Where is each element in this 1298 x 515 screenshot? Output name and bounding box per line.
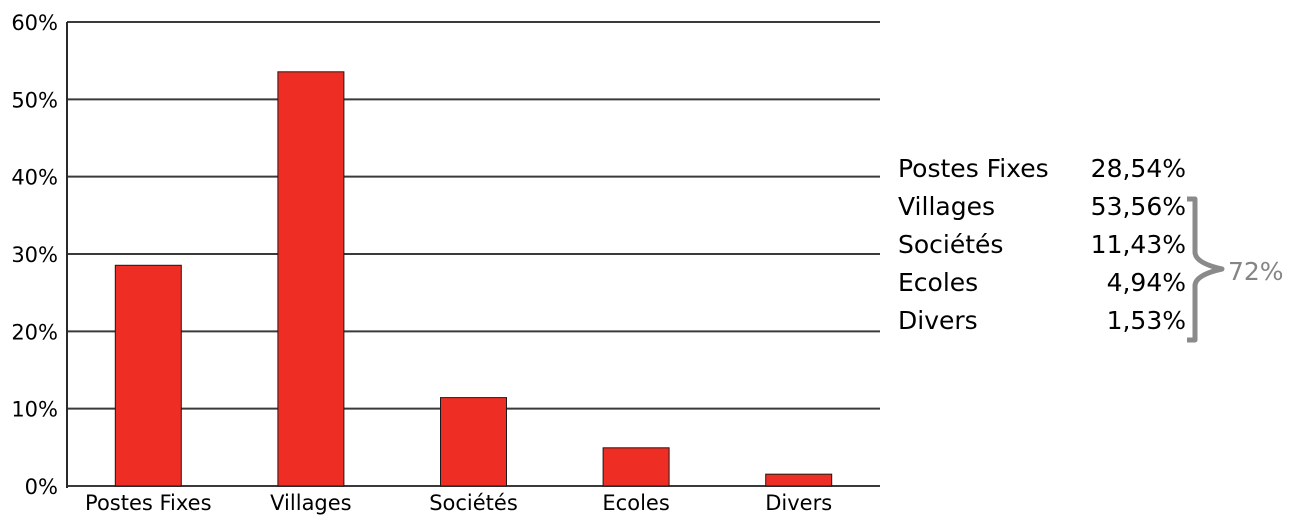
brace-shape bbox=[1187, 196, 1225, 343]
y-tick-labels: 0% 10% 20% 30% 40% 50% 60% bbox=[11, 11, 58, 499]
y-tick-label: 0% bbox=[25, 475, 58, 499]
brace-group: 72% bbox=[1187, 196, 1284, 343]
x-tick-labels: Postes Fixes Villages Sociétés Ecoles Divers bbox=[85, 491, 832, 515]
bars bbox=[114, 71, 833, 487]
y-tick-label: 50% bbox=[11, 88, 58, 112]
breakdown-label: Postes Fixes bbox=[898, 154, 1049, 183]
brace-total-label: 72% bbox=[1228, 257, 1284, 286]
bar bbox=[277, 71, 345, 487]
y-tick-label: 20% bbox=[11, 320, 58, 344]
breakdown-label: Sociétés bbox=[898, 230, 1003, 259]
bar bbox=[440, 397, 507, 487]
bar bbox=[602, 447, 670, 487]
y-tick-label: 60% bbox=[11, 11, 58, 35]
y-tick-label: 30% bbox=[11, 243, 58, 267]
breakdown-value: 11,43% bbox=[1091, 230, 1186, 259]
bar bbox=[765, 473, 833, 487]
grid-lines bbox=[67, 21, 880, 487]
y-tick-label: 10% bbox=[11, 398, 58, 422]
x-tick-label: Divers bbox=[765, 491, 832, 515]
breakdown-label: Villages bbox=[898, 192, 995, 221]
breakdown-value: 53,56% bbox=[1091, 192, 1186, 221]
x-tick-label: Villages bbox=[270, 491, 351, 515]
breakdown-value: 1,53% bbox=[1107, 306, 1186, 335]
breakdown-label: Ecoles bbox=[898, 268, 978, 297]
x-tick-label: Sociétés bbox=[429, 491, 518, 515]
y-tick-label: 40% bbox=[11, 166, 58, 190]
breakdown-label: Divers bbox=[898, 306, 978, 335]
breakdown-list: Postes Fixes 28,54% Villages 53,56% Sociétés… bbox=[898, 154, 1186, 335]
breakdown-value: 4,94% bbox=[1107, 268, 1186, 297]
breakdown-value: 28,54% bbox=[1091, 154, 1186, 183]
bar bbox=[114, 264, 182, 487]
x-tick-label: Ecoles bbox=[602, 491, 669, 515]
x-tick-label: Postes Fixes bbox=[85, 491, 212, 515]
